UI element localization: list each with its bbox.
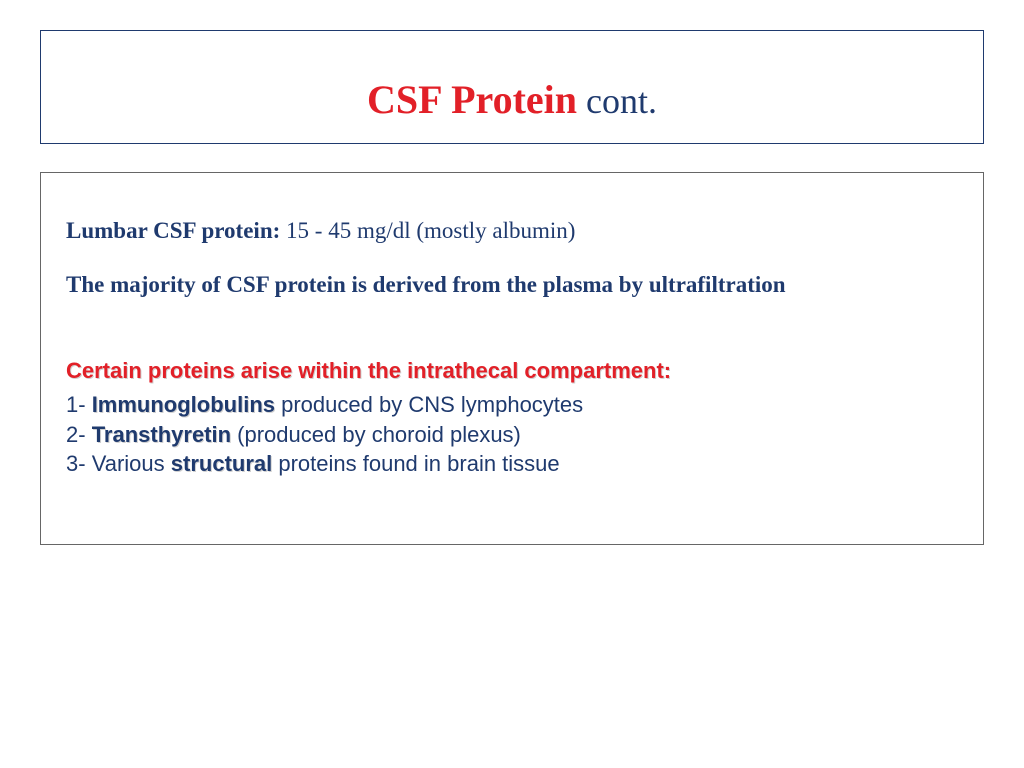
item-rest: proteins found in brain tissue (278, 451, 559, 476)
title-box: CSF Protein cont. (40, 30, 984, 144)
item-rest: produced by CNS lymphocytes (281, 392, 583, 417)
item-num: 3- (66, 451, 92, 476)
list-item: 3- Various structural proteins found in … (66, 449, 958, 479)
item-lead: structural (171, 451, 279, 476)
title-main: CSF Protein (367, 77, 577, 122)
item-lead: Transthyretin (92, 422, 237, 447)
title-cont: cont. (577, 81, 657, 121)
lumbar-label: Lumbar CSF protein: (66, 218, 286, 243)
list-item: 1- Immunoglobulins produced by CNS lymph… (66, 390, 958, 420)
intrathecal-subhead: Certain proteins arise within the intrat… (66, 358, 958, 384)
list-item: 2- Transthyretin (produced by choroid pl… (66, 420, 958, 450)
content-box: Lumbar CSF protein: 15 - 45 mg/dl (mostl… (40, 172, 984, 545)
lumbar-protein-line: Lumbar CSF protein: 15 - 45 mg/dl (mostl… (66, 218, 958, 244)
derivation-line: The majority of CSF protein is derived f… (66, 272, 958, 298)
item-num: 1- (66, 392, 92, 417)
item-lead: Immunoglobulins (92, 392, 281, 417)
lumbar-value: 15 - 45 mg/dl (mostly albumin) (286, 218, 575, 243)
item-prefix: Various (92, 451, 171, 476)
item-num: 2- (66, 422, 92, 447)
item-rest: (produced by choroid plexus) (237, 422, 521, 447)
